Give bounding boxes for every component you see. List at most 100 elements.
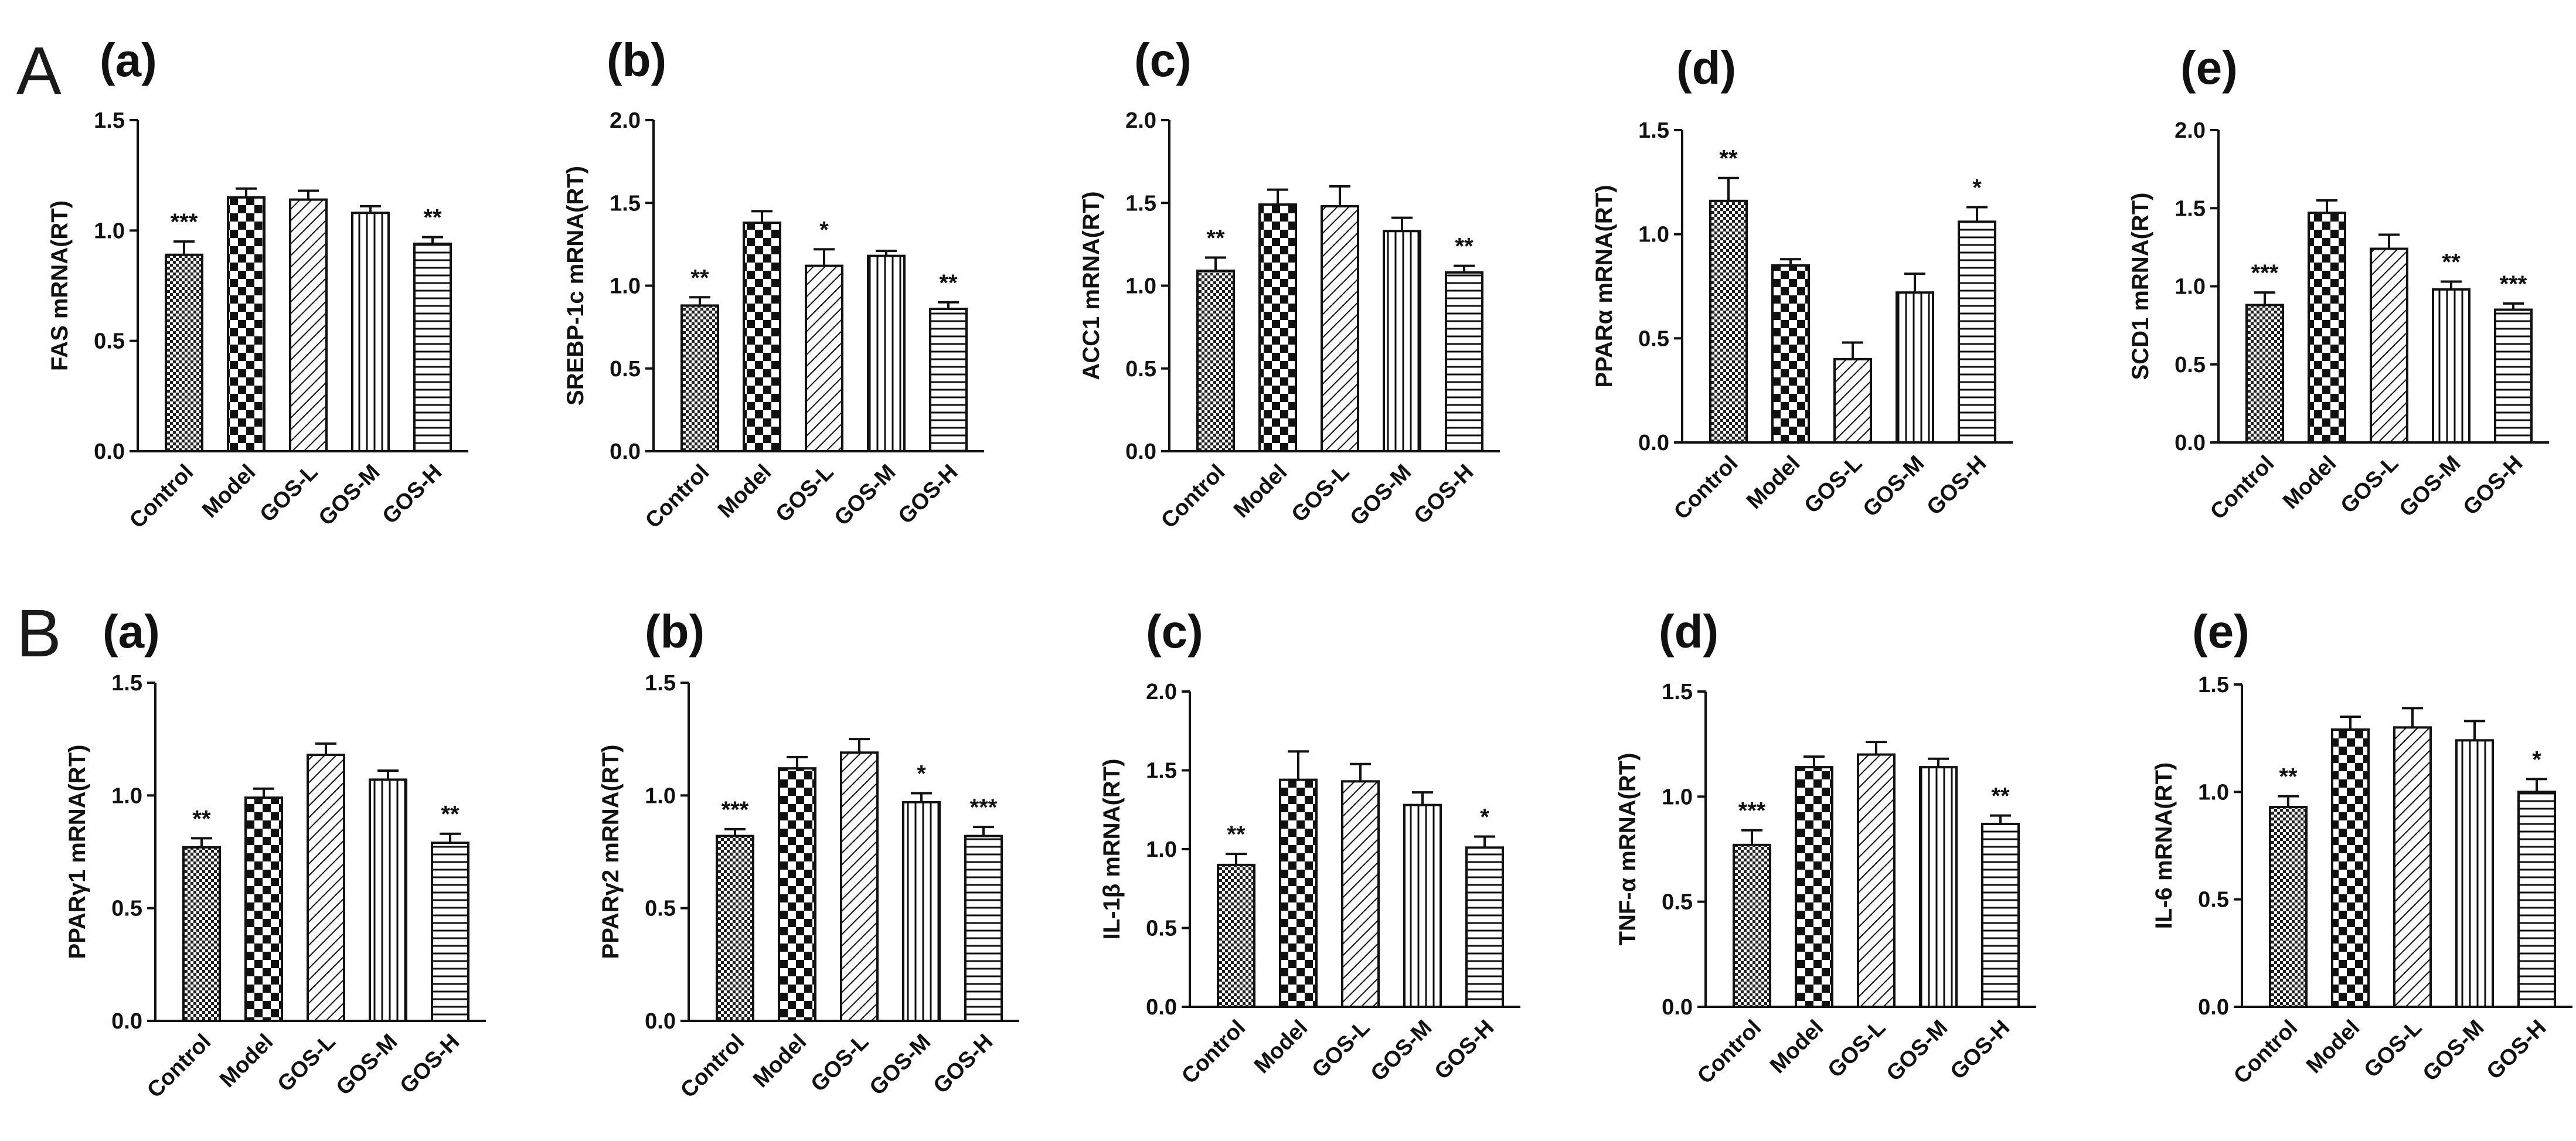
x-tick-label: Model <box>1742 451 1805 514</box>
panel-label: (a) <box>103 605 160 658</box>
panel-label: (e) <box>2192 605 2250 658</box>
chart-panel-b-d: (d) TNF-α mRNA(RT) 0.0 0.5 1.0 1.5 *** ControlM… <box>1615 605 2036 1089</box>
bar-model <box>227 196 266 452</box>
bar-control <box>716 835 754 1023</box>
x-tick-label: Model <box>713 460 776 523</box>
x-tick-label: GOS-H <box>2482 1016 2551 1085</box>
y-axis-label: PPARγ2 mRNA(RT) <box>598 745 624 959</box>
y-tick-label: 2.0 <box>1125 108 1156 133</box>
y-tick-label: 0.0 <box>1638 431 1669 455</box>
panel-label: (d) <box>1659 605 1719 658</box>
panel-label: (b) <box>645 605 705 658</box>
bar-gos-l <box>840 751 879 1023</box>
y-tick-label: 1.5 <box>645 671 676 696</box>
significance-label: ** <box>939 270 958 296</box>
x-tick-label: Control <box>1156 460 1230 533</box>
bar-control <box>2269 806 2308 1008</box>
y-tick-label: 0.5 <box>1662 890 1693 915</box>
bar-model <box>2308 212 2346 444</box>
x-tick-label: GOS-L <box>2336 451 2404 519</box>
chart-panel-a-e: (e) SCD1 mRNA(RT) 0.0 0.5 1.0 1.5 2.0 *** Contro… <box>2128 42 2549 524</box>
x-tick-label: Control <box>2229 1016 2302 1089</box>
x-tick-label: GOS-L <box>1823 1016 1891 1083</box>
y-tick-label: 1.5 <box>111 671 142 696</box>
bar-model <box>1771 264 1810 444</box>
y-axis-label: IL-6 mRNA(RT) <box>2151 762 2177 929</box>
y-tick-label: 1.0 <box>2175 275 2206 299</box>
chart-panel-a-d: (d) PPARα mRNA(RT) 0.0 0.5 1.0 1.5 ** ControlMo… <box>1591 42 2013 524</box>
significance-label: *** <box>722 797 749 823</box>
chart-panel-a-b: (b) SREBP-1c mRNA(RT) 0.0 0.5 1.0 1.5 2.0 ** Con… <box>563 34 984 533</box>
x-tick-label: GOS-H <box>929 1030 998 1099</box>
bar-gos-l <box>307 754 345 1023</box>
significance-label: ** <box>441 802 460 827</box>
chart-panel-a-c: (c) ACC1 mRNA(RT) 0.0 0.5 1.0 1.5 2.0 ** Control… <box>1078 34 1500 533</box>
bar-gos-l <box>1833 357 1872 444</box>
bar-control <box>1709 199 1748 444</box>
y-tick-label: 0.5 <box>645 897 676 921</box>
x-tick-label: GOS-L <box>256 460 323 527</box>
y-tick-label: 1.5 <box>1146 759 1177 784</box>
y-axis-label: SREBP-1c mRNA(RT) <box>563 166 588 406</box>
bar-control <box>1196 270 1235 452</box>
significance-label: ** <box>2442 250 2461 275</box>
bar-gos-h <box>431 842 469 1022</box>
significance-label: ** <box>1206 225 1225 251</box>
y-tick-label: 0.0 <box>2175 431 2206 455</box>
bar-gos-m <box>369 778 407 1022</box>
x-tick-label: Control <box>676 1030 749 1103</box>
chart-panel-b-c: (c) IL-1β mRNA(RT) 0.0 0.5 1.0 1.5 2.0 ** Contro… <box>1099 605 1520 1089</box>
y-tick-label: 1.0 <box>610 274 641 299</box>
x-tick-label: GOS-H <box>378 460 447 529</box>
x-tick-label: Control <box>641 460 714 533</box>
bar-gos-m <box>867 254 906 452</box>
y-tick-label: 2.0 <box>610 108 641 133</box>
y-tick-label: 0.0 <box>2198 995 2229 1020</box>
y-tick-label: 0.0 <box>1146 995 1177 1020</box>
bar-gos-h <box>1958 220 1996 444</box>
y-tick-label: 1.0 <box>1146 837 1177 862</box>
chart-panel-b-b: (b) PPARγ2 mRNA(RT) 0.0 0.5 1.0 1.5 *** Control… <box>598 605 1019 1103</box>
panel-label: (d) <box>1676 42 1736 94</box>
y-tick-label: 0.0 <box>94 440 125 464</box>
y-tick-label: 1.0 <box>111 784 142 808</box>
bar-gos-h <box>964 835 1003 1023</box>
x-tick-label: GOS-L <box>2360 1016 2427 1083</box>
x-tick-label: Control <box>1669 451 1743 524</box>
y-tick-label: 0.5 <box>610 357 641 382</box>
significance-label: ** <box>1991 784 2010 809</box>
y-tick-label: 2.0 <box>1146 680 1177 704</box>
chart-panel-b-e: (e) IL-6 mRNA(RT) 0.0 0.5 1.0 1.5 ** ControlMod… <box>2151 605 2572 1089</box>
x-tick-label: GOS-M <box>1859 451 1930 522</box>
x-tick-label: GOS-M <box>1882 1016 1953 1086</box>
significance-label: *** <box>2251 260 2279 286</box>
y-tick-label: 0.5 <box>2175 353 2206 377</box>
x-tick-label: GOS-M <box>314 460 385 531</box>
panel-label: (e) <box>2180 42 2238 94</box>
y-tick-label: 1.5 <box>1638 118 1669 143</box>
significance-label: ** <box>690 265 709 291</box>
bar-gos-m <box>1403 803 1442 1009</box>
x-tick-label: GOS-H <box>1430 1016 1499 1085</box>
bar-control <box>165 253 203 452</box>
y-tick-label: 0.5 <box>111 897 142 921</box>
bar-gos-h <box>2494 308 2533 444</box>
x-tick-label: GOS-H <box>1410 460 1479 529</box>
section-label-a: A <box>16 33 62 108</box>
y-tick-label: 0.0 <box>645 1009 676 1034</box>
y-tick-label: 0.5 <box>94 329 125 354</box>
y-tick-label: 0.0 <box>1662 995 1693 1020</box>
bar-gos-h <box>1981 822 2020 1008</box>
y-tick-label: 1.0 <box>1125 274 1156 299</box>
y-tick-label: 1.0 <box>2198 780 2229 805</box>
significance-label: * <box>917 761 926 786</box>
bar-gos-m <box>1896 291 1934 444</box>
y-tick-label: 0.0 <box>1125 440 1156 464</box>
x-tick-label: GOS-H <box>1946 1016 2015 1085</box>
x-tick-label: GOS-H <box>894 460 963 529</box>
significance-label: ** <box>2279 764 2298 790</box>
y-tick-label: 1.0 <box>1638 223 1669 247</box>
significance-label: *** <box>2500 271 2527 297</box>
significance-label: ** <box>192 806 211 832</box>
x-tick-label: Model <box>198 460 260 523</box>
